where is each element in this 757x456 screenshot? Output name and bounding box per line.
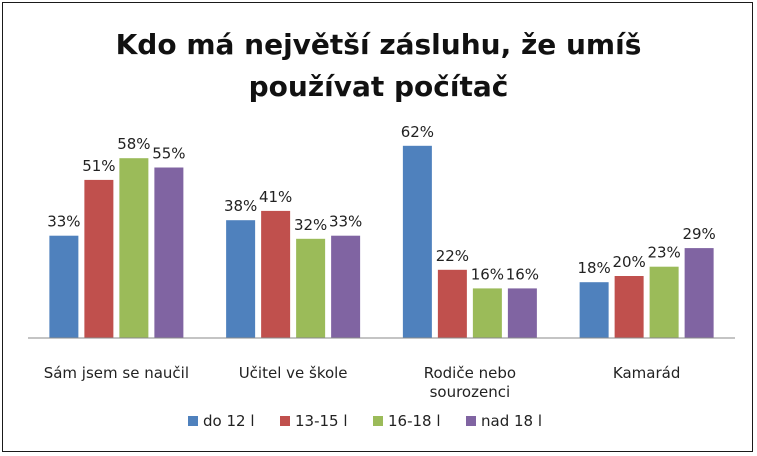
bar-4-2 [331, 235, 361, 338]
data-label-2-4: 20% [612, 253, 645, 271]
bar-2-3 [437, 269, 467, 338]
bar-4-4 [684, 248, 714, 338]
category-label-2: Učitel ve škole [239, 364, 348, 382]
bar-3-3 [472, 288, 502, 338]
bar-1-4 [579, 282, 609, 338]
bar-1-2 [226, 220, 256, 338]
legend-swatch-2 [280, 416, 290, 426]
data-label-2-1: 51% [82, 157, 115, 175]
bar-1-1 [49, 235, 79, 338]
chart-title-line-2: používat počítač [248, 70, 509, 103]
category-label-4: Kamarád [613, 364, 680, 382]
data-label-1-3: 62% [401, 123, 434, 141]
bar-2-1 [84, 179, 114, 338]
data-label-4-3: 16% [506, 265, 539, 283]
data-label-4-4: 29% [682, 225, 715, 243]
legend-swatch-3 [373, 416, 383, 426]
data-label-4-1: 55% [152, 145, 185, 163]
bar-3-4 [649, 266, 679, 338]
chart-title-line-1: Kdo má největší zásluhu, že umíš [115, 28, 642, 61]
legend-label-2: 13-15 l [295, 412, 348, 430]
data-label-3-4: 23% [647, 244, 680, 262]
data-label-3-2: 32% [294, 216, 327, 234]
legend-swatch-1 [188, 416, 198, 426]
bar-1-3 [402, 145, 432, 338]
category-label-3: Rodiče nebo sourozenci [424, 364, 516, 401]
legend-label-1: do 12 l [203, 412, 255, 430]
data-label-1-1: 33% [47, 213, 80, 231]
legend-label-4: nad 18 l [481, 412, 542, 430]
bar-2-4 [614, 276, 644, 338]
data-label-4-2: 33% [329, 213, 362, 231]
data-label-1-4: 18% [577, 259, 610, 277]
legend-swatch-4 [466, 416, 476, 426]
category-label-1: Sám jsem se naučil [44, 364, 189, 382]
legend-label-3: 16-18 l [388, 412, 441, 430]
data-label-1-2: 38% [224, 197, 257, 215]
bar-3-1 [119, 158, 149, 338]
bar-3-2 [296, 238, 326, 338]
data-label-3-1: 58% [117, 135, 150, 153]
data-label-2-3: 22% [436, 247, 469, 265]
data-label-2-2: 41% [259, 188, 292, 206]
data-label-3-3: 16% [471, 265, 504, 283]
bar-2-2 [261, 210, 291, 338]
bar-4-1 [154, 167, 184, 338]
bar-4-3 [507, 288, 537, 338]
